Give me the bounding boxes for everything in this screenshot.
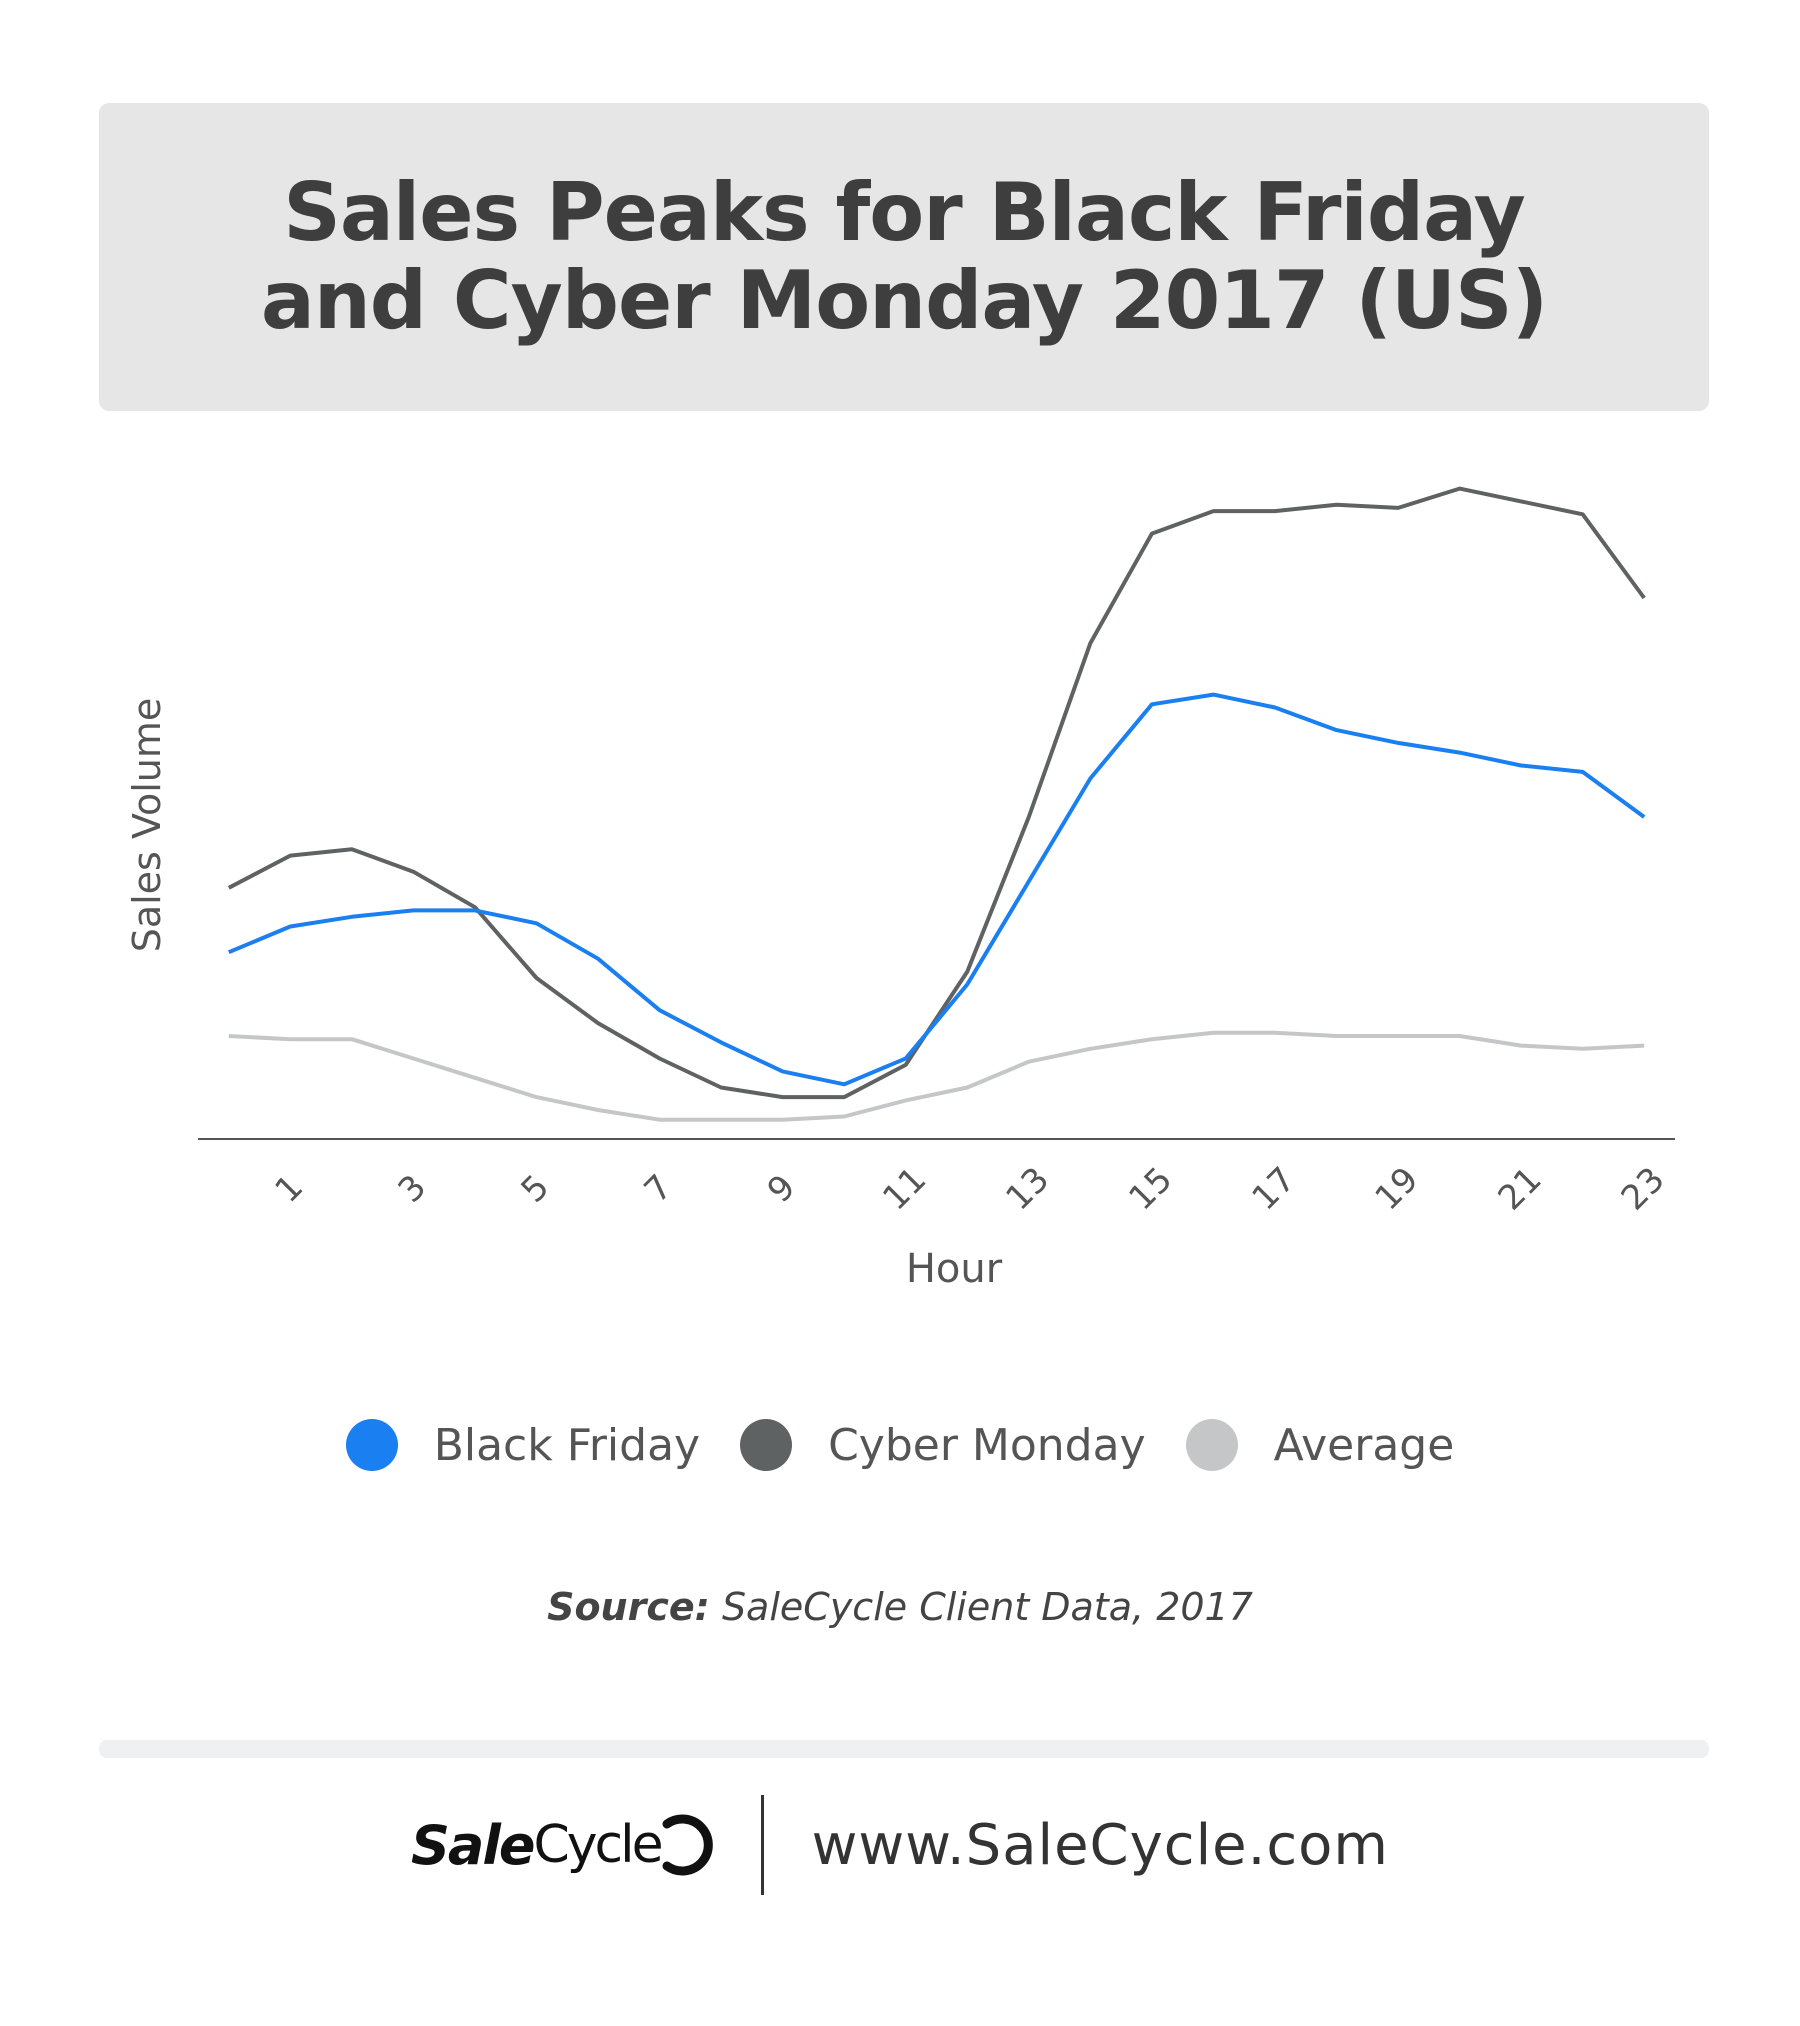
- series-line-black-friday: [228, 692, 1646, 1087]
- x-tick-label: 13: [998, 1160, 1057, 1219]
- x-tick-labels: 1 3 5 7 9 11 13 15 17 19 21 23: [267, 1160, 1672, 1219]
- logo-ring-icon: [662, 1814, 713, 1876]
- source-note: Source: SaleCycle Client Data, 2017: [0, 1585, 1800, 1629]
- x-tick-label: 23: [1614, 1160, 1673, 1219]
- x-tick-label: 1: [267, 1167, 311, 1211]
- legend-label-cyber-monday: Cyber Monday: [828, 1419, 1146, 1471]
- x-tick-label: 21: [1491, 1160, 1550, 1219]
- legend-swatch-black-friday: [345, 1419, 398, 1471]
- x-tick-label: 17: [1244, 1160, 1303, 1219]
- footer: Sale Cycle www.SaleCycle.com: [0, 1790, 1800, 1900]
- chart-title: Sales Peaks for Black Friday and Cyber M…: [260, 166, 1548, 347]
- legend-label-average: Average: [1273, 1419, 1455, 1471]
- legend-label-black-friday: Black Friday: [433, 1419, 701, 1471]
- x-tick-label: 7: [637, 1167, 681, 1211]
- footer-separator: [760, 1795, 764, 1895]
- x-tick-label: 15: [1121, 1160, 1180, 1219]
- logo-text-regular: Cycle: [533, 1815, 663, 1875]
- x-tick-label: 3: [391, 1167, 435, 1211]
- legend-swatch-cyber-monday: [740, 1419, 793, 1471]
- line-chart: Sales Volume 1 3 5 7 9 11 13 15 17 19 21 23 Hour: [125, 486, 1675, 1292]
- legend-swatch-average: [1185, 1419, 1238, 1471]
- x-tick-label: 9: [760, 1167, 804, 1211]
- x-tick-label: 5: [514, 1167, 558, 1211]
- legend-item-cyber-monday: Cyber Monday: [740, 1419, 1146, 1471]
- series-line-cyber-monday: [227, 486, 1646, 1100]
- legend-item-black-friday: Black Friday: [345, 1419, 701, 1471]
- x-tick-label: 19: [1368, 1160, 1427, 1219]
- legend-item-average: Average: [1185, 1419, 1455, 1471]
- source-label: Source:: [547, 1585, 710, 1629]
- footer-url: www.SaleCycle.com: [811, 1812, 1389, 1878]
- chart-title-box: Sales Peaks for Black Friday and Cyber M…: [99, 103, 1709, 411]
- logo-text-bold: Sale: [411, 1813, 535, 1877]
- y-axis-label: Sales Volume: [125, 698, 169, 953]
- chart-legend: Black Friday Cyber Monday Average: [0, 1410, 1800, 1480]
- series-group: [227, 486, 1646, 1122]
- x-axis-label: Hour: [906, 1246, 1003, 1292]
- series-line-average: [228, 1030, 1645, 1122]
- footer-divider: [99, 1740, 1709, 1758]
- x-tick-label: 11: [875, 1160, 934, 1219]
- source-text: SaleCycle Client Data, 2017: [721, 1585, 1253, 1629]
- salecycle-logo: Sale Cycle: [411, 1810, 715, 1880]
